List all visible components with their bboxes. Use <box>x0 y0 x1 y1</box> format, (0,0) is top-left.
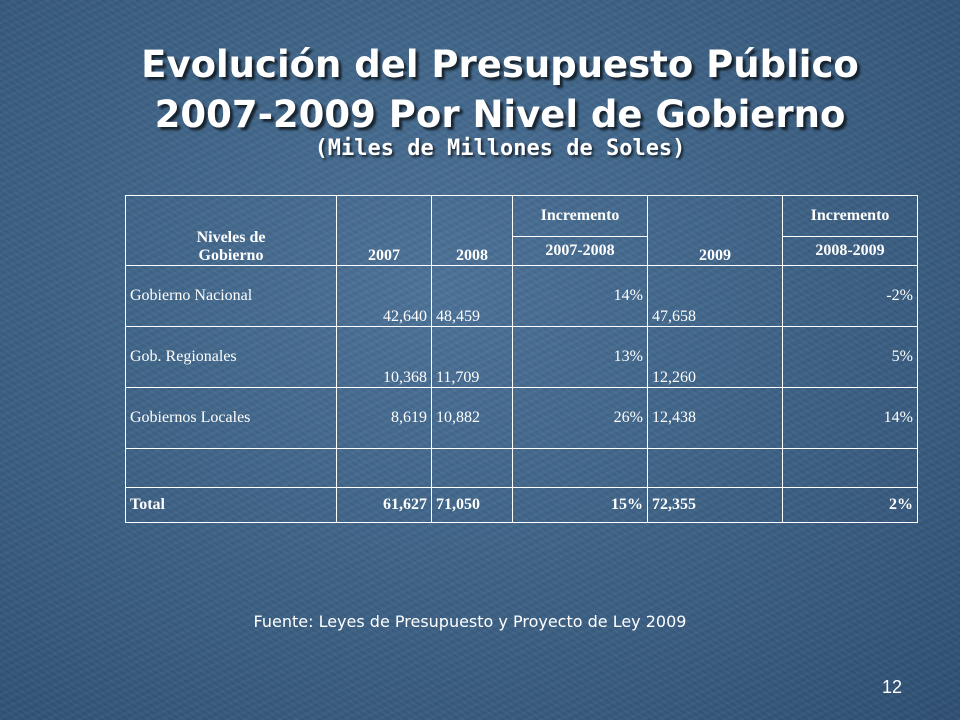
header-niveles-line1: Niveles de <box>196 229 266 246</box>
cell-2007: 42,640 <box>336 265 432 327</box>
cell-incremento-1: 26% <box>512 387 648 449</box>
empty-cell <box>512 448 648 488</box>
cell-incremento-1: 13% <box>512 326 648 388</box>
cell-nivel: Gob. Regionales <box>125 326 337 388</box>
cell-2009: 12,260 <box>647 326 783 388</box>
cell-2008: 48,459 <box>431 265 513 327</box>
header-incremento-1: Incremento <box>512 195 648 237</box>
cell-2007: 8,619 <box>336 387 432 449</box>
budget-table: Niveles de Gobierno 2007 2008 Incremento… <box>125 195 918 523</box>
cell-incremento-2: -2% <box>782 265 918 327</box>
cell-2008: 10,882 <box>431 387 513 449</box>
page-number: 12 <box>881 677 902 697</box>
header-2007: 2007 <box>336 195 432 266</box>
table-row: Gobiernos Locales 8,619 10,882 26% 12,43… <box>125 387 918 449</box>
source-note: Fuente: Leyes de Presupuesto y Proyecto … <box>253 612 687 631</box>
total-incremento-1: 15% <box>512 487 648 523</box>
cell-nivel: Gobiernos Locales <box>125 387 337 449</box>
empty-cell <box>782 448 918 488</box>
empty-cell <box>647 448 783 488</box>
cell-2008: 11,709 <box>431 326 513 388</box>
header-2009: 2009 <box>647 195 783 266</box>
header-niveles: Niveles de Gobierno <box>125 195 337 266</box>
header-row-bottom: 2007-2008 2008-2009 <box>126 236 918 266</box>
header-incremento-2: Incremento <box>782 195 918 237</box>
total-2008: 71,050 <box>431 487 513 523</box>
cell-2009: 47,658 <box>647 265 783 327</box>
cell-2009: 12,438 <box>647 387 783 449</box>
table-row: Gobierno Nacional 42,640 48,459 14% 47,6… <box>125 265 918 327</box>
empty-cell <box>336 448 432 488</box>
total-label: Total <box>125 487 337 523</box>
title-line-1: Evolución del Presupuesto Público <box>141 43 859 86</box>
header-2008: 2008 <box>431 195 513 266</box>
table-row: Gob. Regionales 10,368 11,709 13% 12,260… <box>125 326 918 388</box>
slide-title: Evolución del Presupuesto Público 2007-2… <box>0 40 960 140</box>
empty-row <box>125 448 918 488</box>
empty-cell <box>125 448 337 488</box>
cell-2007: 10,368 <box>336 326 432 388</box>
cell-incremento-2: 14% <box>782 387 918 449</box>
header-row-top: Niveles de Gobierno 2007 2008 Incremento… <box>125 195 918 266</box>
total-row: Total 61,627 71,050 15% 72,355 2% <box>125 487 918 523</box>
title-line-2: 2007-2009 Por Nivel de Gobierno <box>154 93 846 136</box>
header-periodo-1: 2007-2008 <box>512 236 648 266</box>
cell-nivel: Gobierno Nacional <box>125 265 337 327</box>
cell-incremento-2: 5% <box>782 326 918 388</box>
total-incremento-2: 2% <box>782 487 918 523</box>
header-periodo-2: 2008-2009 <box>782 236 918 266</box>
header-niveles-line2: Gobierno <box>198 247 264 264</box>
empty-cell <box>431 448 513 488</box>
total-2007: 61,627 <box>336 487 432 523</box>
slide-subtitle: (Miles de Millones de Soles) <box>314 136 686 161</box>
total-2009: 72,355 <box>647 487 783 523</box>
cell-incremento-1: 14% <box>512 265 648 327</box>
